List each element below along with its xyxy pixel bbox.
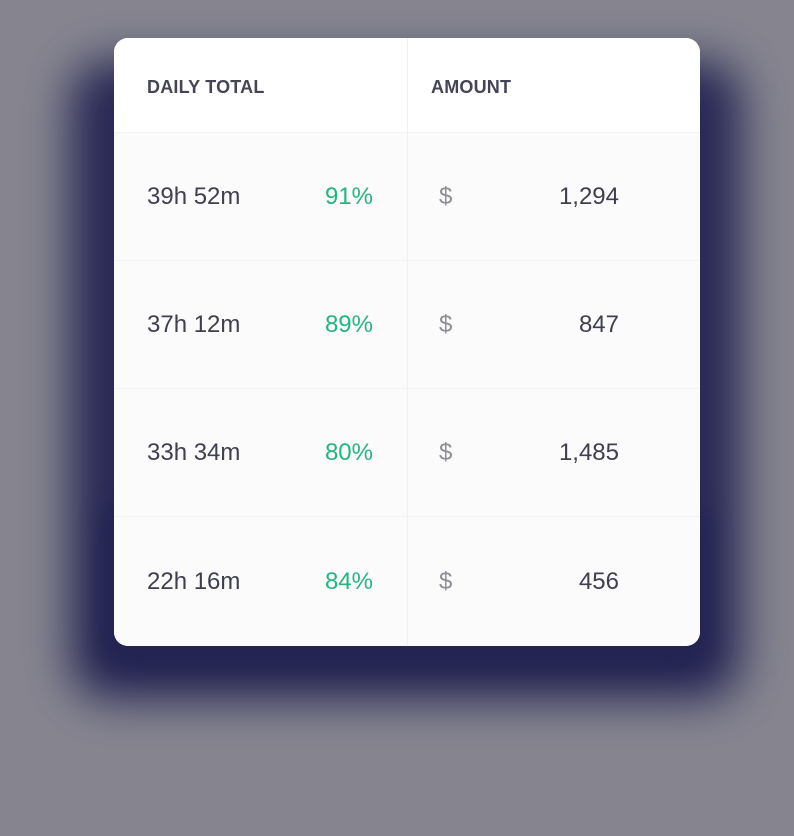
amount-cell: $ 456 — [408, 517, 700, 646]
currency-symbol: $ — [439, 438, 453, 466]
amount-value: 847 — [578, 310, 619, 338]
time-value: 39h 52m — [147, 182, 241, 210]
time-cell: 33h 34m 80% — [114, 389, 408, 516]
table-row: 37h 12m 89% $ 847 — [114, 260, 700, 388]
currency-symbol: $ — [439, 567, 453, 595]
time-value: 33h 34m — [147, 438, 241, 466]
table-row: 39h 52m 91% $ 1,294 — [114, 132, 700, 260]
time-cell: 39h 52m 91% — [114, 133, 408, 260]
percent-value: 84% — [324, 567, 373, 595]
amount-value: 1,294 — [558, 182, 619, 210]
currency-symbol: $ — [439, 310, 453, 338]
amount-cell: $ 1,485 — [408, 389, 700, 516]
amount-cell: $ 1,294 — [408, 133, 700, 260]
header-daily-total: DAILY TOTAL — [114, 38, 408, 132]
time-cell: 22h 16m 84% — [114, 517, 408, 646]
amount-value: 456 — [578, 567, 619, 595]
daily-totals-table: DAILY TOTAL AMOUNT 39h 52m 91% $ 1,294 3… — [114, 38, 700, 646]
time-cell: 37h 12m 89% — [114, 261, 408, 388]
time-value: 37h 12m — [147, 310, 241, 338]
amount-value: 1,485 — [558, 438, 619, 466]
daily-total-label: DAILY TOTAL — [147, 77, 265, 97]
table-header: DAILY TOTAL AMOUNT — [114, 38, 700, 132]
currency-symbol: $ — [439, 182, 453, 210]
amount-cell: $ 847 — [408, 261, 700, 388]
table-row: 33h 34m 80% $ 1,485 — [114, 388, 700, 516]
percent-value: 89% — [324, 310, 373, 338]
percent-value: 91% — [324, 182, 373, 210]
percent-value: 80% — [324, 438, 373, 466]
table-row: 22h 16m 84% $ 456 — [114, 516, 700, 646]
amount-label: AMOUNT — [431, 77, 512, 97]
header-amount: AMOUNT — [408, 38, 700, 132]
time-value: 22h 16m — [147, 567, 241, 595]
